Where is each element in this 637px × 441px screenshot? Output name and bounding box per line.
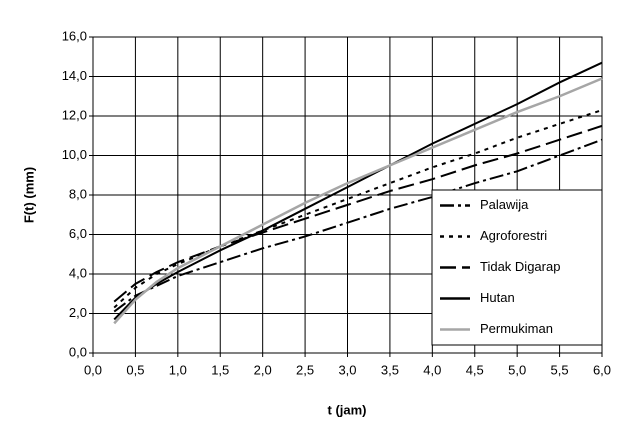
legend-label: Permukiman [480,321,553,336]
legend-label: Tidak Digarap [480,259,560,274]
y-axis-title: F(t) (mm) [21,167,36,223]
y-tick-label: 10,0 [62,147,87,162]
series-line [113,77,603,325]
x-tick-label: 1,5 [211,362,229,377]
x-tick-label: 1,0 [169,362,187,377]
x-tick-label: 3,5 [381,362,399,377]
legend-box [431,189,603,346]
y-tick-label: 12,0 [62,107,87,122]
x-axis-title: t (jam) [328,402,367,417]
series-line [113,138,603,313]
legend-label: Hutan [480,290,515,305]
y-tick-label: 6,0 [69,226,87,241]
x-tick-label: 0,0 [84,362,102,377]
x-tick-label: 6,0 [593,362,611,377]
y-tick-label: 4,0 [69,265,87,280]
x-tick-label: 5,5 [551,362,569,377]
x-tick-label: 4,0 [423,362,441,377]
y-tick-label: 2,0 [69,305,87,320]
series-line [113,109,603,309]
x-tick-label: 5,0 [508,362,526,377]
legend: Palawija Agroforestri Tidak Digarap Hutan Pe… [431,189,603,346]
x-tick-label: 4,5 [466,362,484,377]
legend-label: Palawija [480,197,529,212]
series-line [113,124,603,303]
y-tick-label: 14,0 [62,68,87,83]
y-tick-label: 8,0 [69,186,87,201]
x-tick-label: 2,5 [296,362,314,377]
y-tick-label: 16,0 [62,28,87,43]
y-tick-label: 0,0 [69,344,87,359]
legend-label: Agroforestri [480,228,547,243]
x-tick-label: 0,5 [126,362,144,377]
x-tick-label: 3,0 [338,362,356,377]
series-line [113,61,603,321]
x-tick-label: 2,0 [254,362,272,377]
